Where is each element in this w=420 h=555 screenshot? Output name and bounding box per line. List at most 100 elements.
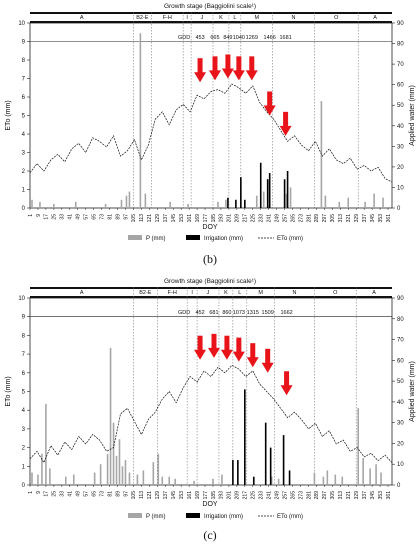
p-bar xyxy=(217,201,219,208)
x-tick-label: 241 xyxy=(266,491,272,500)
x-tick-label: 209 xyxy=(235,491,241,500)
p-bar xyxy=(221,474,223,485)
x-tick-label: 209 xyxy=(235,214,241,223)
x-tick-label: 273 xyxy=(298,214,304,223)
red-arrow-shaft xyxy=(267,91,273,107)
x-tick-label: 137 xyxy=(163,214,169,223)
y-tick-label: 0 xyxy=(22,206,26,212)
p-bar xyxy=(128,472,131,485)
y2-axis-label: Applied water (mm) xyxy=(409,85,416,146)
y-tick-label: 9 xyxy=(22,315,26,321)
x-tick-label: 17 xyxy=(44,491,50,497)
x-tick-label: 153 xyxy=(179,491,185,500)
p-bar xyxy=(53,203,55,208)
gdd-value: 681 xyxy=(209,310,218,316)
legend-swatch-irrigation xyxy=(186,235,200,240)
red-arrow xyxy=(208,56,221,81)
red-arrow-shaft xyxy=(225,54,231,70)
legend-label-p: P (mm) xyxy=(146,514,166,520)
stage-top-line xyxy=(30,287,392,289)
x-tick-label: 97 xyxy=(123,214,129,220)
red-arrow xyxy=(232,56,245,81)
p-bar xyxy=(334,474,337,485)
x-tick-label: 305 xyxy=(330,214,336,223)
x-tick-label: 169 xyxy=(195,491,201,500)
stage-label: A xyxy=(80,290,84,296)
p-bar xyxy=(364,201,366,208)
red-arrow-head xyxy=(246,357,259,368)
x-tick-label: 297 xyxy=(322,214,328,223)
x-tick-label: 1 xyxy=(28,491,34,494)
irrigation-bar xyxy=(283,179,286,208)
x-tick-label: 65 xyxy=(91,214,97,220)
x-tick-label: 265 xyxy=(290,491,296,500)
x-tick-label: 201 xyxy=(227,491,233,500)
irrigation-bar xyxy=(244,199,246,208)
stage-label: F-H xyxy=(163,15,172,21)
x-tick-label: 81 xyxy=(107,491,113,497)
p-bar xyxy=(262,191,265,208)
y-tick-label: 1 xyxy=(22,464,26,470)
p-bar xyxy=(115,455,118,485)
p-bar xyxy=(375,464,377,485)
p-bar xyxy=(142,470,145,485)
x-tick-label: 257 xyxy=(282,491,288,500)
red-arrow-head xyxy=(221,68,234,79)
x-tick-label: 153 xyxy=(179,214,185,223)
p-bar xyxy=(357,408,359,485)
y2-tick-label: 0 xyxy=(397,483,401,489)
x-tick-label: 305 xyxy=(330,491,336,500)
p-bar xyxy=(347,197,350,208)
stage-label: L xyxy=(233,15,236,21)
p-bar xyxy=(285,193,288,208)
x-tick-label: 105 xyxy=(131,491,137,500)
gdd-value: 1315 xyxy=(247,310,259,316)
x-tick-label: 121 xyxy=(147,214,153,223)
p-bar xyxy=(93,472,96,485)
chart-panel-c: Growth stage (Baggiolini scale¹) A B2-E F-H… xyxy=(5,278,416,520)
red-arrow xyxy=(194,335,207,360)
red-arrow xyxy=(245,56,258,81)
p-bar xyxy=(326,470,329,485)
stage-label: M xyxy=(254,15,259,21)
p-bar xyxy=(338,201,341,208)
y-tick-label: 8 xyxy=(22,58,26,64)
y-tick-label: 4 xyxy=(22,408,26,414)
stage-top-line xyxy=(30,12,392,14)
x-tick-label: 33 xyxy=(60,491,66,497)
red-arrow-shaft xyxy=(224,335,230,351)
x-tick-label: 177 xyxy=(203,491,209,500)
p-bar xyxy=(169,201,172,208)
y-tick-label: 3 xyxy=(22,427,26,433)
red-arrow-shaft xyxy=(283,111,289,127)
x-tick-label: 161 xyxy=(187,491,193,500)
panel-label-c: (c) xyxy=(203,528,217,542)
stage-bottom-line xyxy=(30,21,392,23)
x-tick-label: 49 xyxy=(76,491,82,497)
x-tick-label: 225 xyxy=(251,214,257,223)
legend-label-eto: ETo (mm) xyxy=(277,236,303,242)
x-tick-label: 113 xyxy=(139,491,145,499)
x-tick-label: 1 xyxy=(28,214,34,217)
x-tick-label: 25 xyxy=(52,214,58,220)
red-arrow xyxy=(263,91,276,116)
x-tick-label: 313 xyxy=(338,491,344,500)
gdd-value: 1662 xyxy=(280,310,292,316)
y2-tick-label: 90 xyxy=(397,296,404,302)
y2-tick-label: 40 xyxy=(397,400,404,406)
legend: P (mm) Irrigation (mm) ETo (mm) xyxy=(128,235,303,242)
red-arrow-head xyxy=(220,349,233,360)
y2-tick-label: 90 xyxy=(397,21,404,27)
y-tick-label: 9 xyxy=(22,40,26,46)
x-tick-label: 361 xyxy=(386,491,392,500)
red-arrow xyxy=(232,337,245,362)
stage-title: Growth stage (Baggiolini scale¹) xyxy=(164,278,256,285)
y-tick-label: 0 xyxy=(22,483,26,489)
x-tick-label: 89 xyxy=(115,491,121,497)
p-bar xyxy=(174,478,176,485)
x-tick-label: 249 xyxy=(274,214,280,223)
y-tick-label: 7 xyxy=(22,352,26,358)
stage-label: J xyxy=(201,15,204,21)
p-bar xyxy=(31,199,33,208)
